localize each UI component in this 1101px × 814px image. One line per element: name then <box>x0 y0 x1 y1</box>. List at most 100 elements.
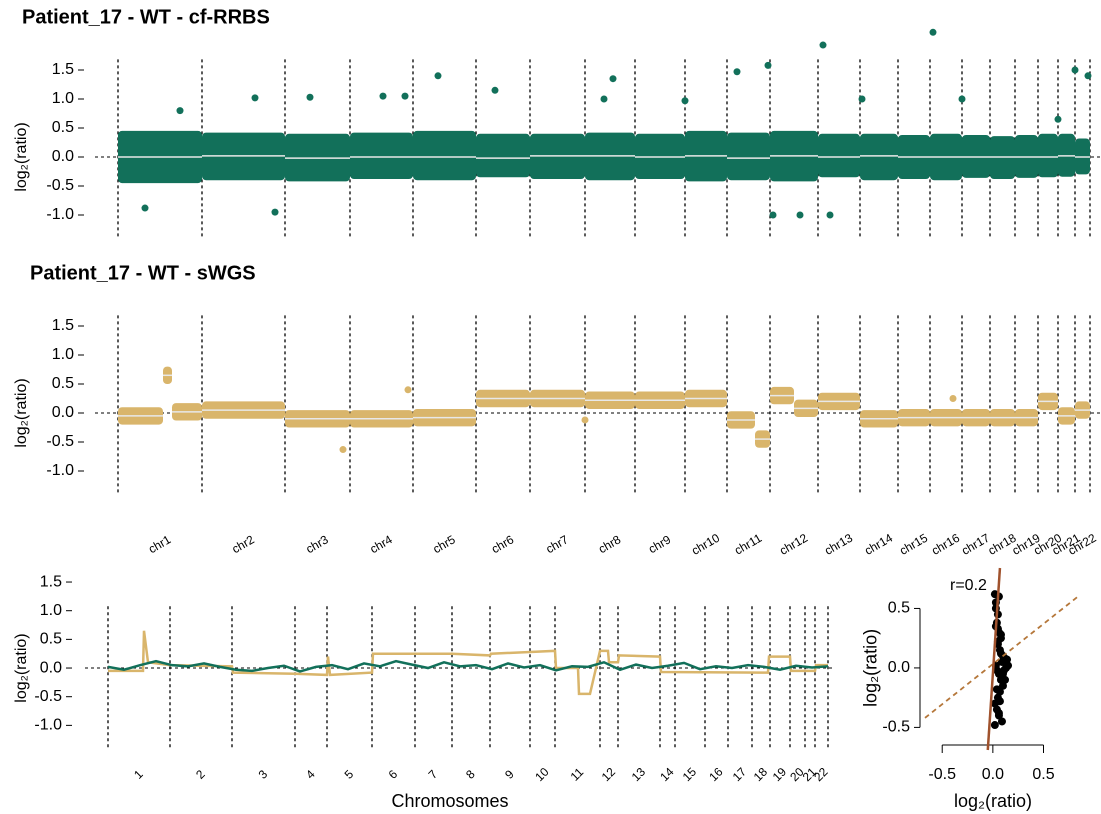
fit-line <box>986 567 1002 751</box>
point <box>379 92 387 100</box>
point <box>995 697 1004 706</box>
point <box>581 416 589 424</box>
point <box>141 204 149 212</box>
point <box>796 211 804 219</box>
y-tick-label: -1.0 <box>46 206 74 223</box>
y-tick-label: 0.0 <box>52 404 74 421</box>
y-tick-label: 0.5 <box>52 375 74 392</box>
y-tick-label: 0.0 <box>52 148 74 165</box>
series-line <box>107 659 829 673</box>
y-tick-label: -0.5 <box>34 688 62 705</box>
point-cloud <box>476 133 530 178</box>
y-tick-label: 1.0 <box>40 602 62 619</box>
point <box>826 211 834 219</box>
chromosome-label: 16 <box>706 765 726 785</box>
panel: Patient_17 - WT - sWGS -1.0 -0.5 0.0 0.5 1.0 1… <box>13 262 1100 558</box>
point <box>176 107 184 115</box>
y-axis-title: log₂(ratio) <box>13 633 30 702</box>
chromosome-label: chr13 <box>822 531 855 558</box>
chromosome-label: chr10 <box>689 531 722 558</box>
point <box>404 386 412 394</box>
y-tick-label: 1.0 <box>52 90 74 107</box>
chromosome-label: 1 <box>131 767 146 782</box>
chart-title: Patient_17 - WT - sWGS <box>30 262 256 284</box>
point <box>1084 72 1092 80</box>
point <box>949 395 957 402</box>
chromosome-label: chr2 <box>229 532 256 556</box>
y-tick-label: 0.0 <box>888 659 910 676</box>
chart-title: Patient_17 - WT - cf-RRBS <box>22 6 270 28</box>
point <box>1071 66 1079 74</box>
point <box>306 93 314 101</box>
chromosome-label: chr15 <box>897 531 930 558</box>
chromosome-label: 14 <box>657 765 677 785</box>
chromosome-label: 22 <box>811 765 831 785</box>
chromosome-label: 9 <box>502 767 517 782</box>
point <box>1003 655 1012 664</box>
chromosome-label: 17 <box>730 765 750 785</box>
point <box>491 86 499 94</box>
chromosome-label: 10 <box>532 765 552 785</box>
y-axis-title: log₂(ratio) <box>13 378 30 447</box>
point <box>609 75 617 83</box>
chromosome-label: chr9 <box>646 532 673 556</box>
y-tick-label: 1.0 <box>52 346 74 363</box>
y-tick-label: -0.5 <box>882 719 910 736</box>
panel: Patient_17 - WT - cf-RRBS -1.0 -0.5 0.0 0.5 1… <box>13 6 1100 239</box>
point-cloud <box>860 133 898 181</box>
chromosome-label: 4 <box>303 767 318 782</box>
point <box>1054 115 1062 123</box>
point <box>769 211 777 219</box>
y-tick-label: 0.0 <box>40 659 62 676</box>
x-tick-label: 0.5 <box>1032 766 1054 783</box>
point <box>251 94 259 102</box>
point-cloud <box>818 133 860 178</box>
chromosome-label: 3 <box>256 767 271 782</box>
reference-line <box>924 595 1079 719</box>
y-tick-label: -1.0 <box>46 462 74 479</box>
annotation: r=0.2 <box>950 577 987 594</box>
chromosome-label: 15 <box>680 765 700 785</box>
point <box>997 717 1006 726</box>
point-cloud <box>413 130 476 181</box>
point <box>929 28 937 36</box>
y-tick-label: -0.5 <box>46 177 74 194</box>
point <box>996 630 1005 639</box>
y-tick-label: 1.5 <box>52 61 74 78</box>
chromosome-label: chr12 <box>777 531 810 558</box>
y-tick-label: -0.5 <box>46 433 74 450</box>
point <box>999 666 1008 675</box>
chromosome-label: 6 <box>386 767 401 782</box>
chromosome-label: 5 <box>342 767 357 782</box>
chromosome-label: 12 <box>599 765 619 785</box>
point <box>339 446 347 454</box>
point-cloud <box>1038 133 1058 178</box>
point <box>819 41 827 49</box>
point <box>992 685 1001 694</box>
point <box>733 68 741 76</box>
point <box>681 97 689 105</box>
y-tick-label: -1.0 <box>34 717 62 734</box>
chromosome-label: chr4 <box>367 532 394 556</box>
chromosome-label: 2 <box>193 767 208 782</box>
x-tick-label: 0.0 <box>982 766 1004 783</box>
panel: -0.5 0.0 0.5-0.50.00.5log₂(ratio)log₂(rati… <box>861 567 1079 811</box>
chromosome-label: chr5 <box>430 532 457 556</box>
x-axis-title: Chromosomes <box>391 791 508 811</box>
chromosome-label: chr3 <box>303 532 330 556</box>
point <box>858 95 866 103</box>
point <box>401 92 409 100</box>
point <box>434 72 442 80</box>
series-line <box>108 630 828 696</box>
chromosome-label: chr6 <box>489 532 516 556</box>
point <box>764 61 772 69</box>
chromosome-label: 7 <box>426 767 441 782</box>
chromosome-label: chr11 <box>732 531 765 558</box>
y-tick-label: 0.5 <box>888 600 910 617</box>
chromosome-label: chr16 <box>929 531 962 558</box>
y-tick-label: 1.5 <box>52 317 74 334</box>
point <box>958 95 966 103</box>
chromosome-label: chr1 <box>146 532 173 556</box>
